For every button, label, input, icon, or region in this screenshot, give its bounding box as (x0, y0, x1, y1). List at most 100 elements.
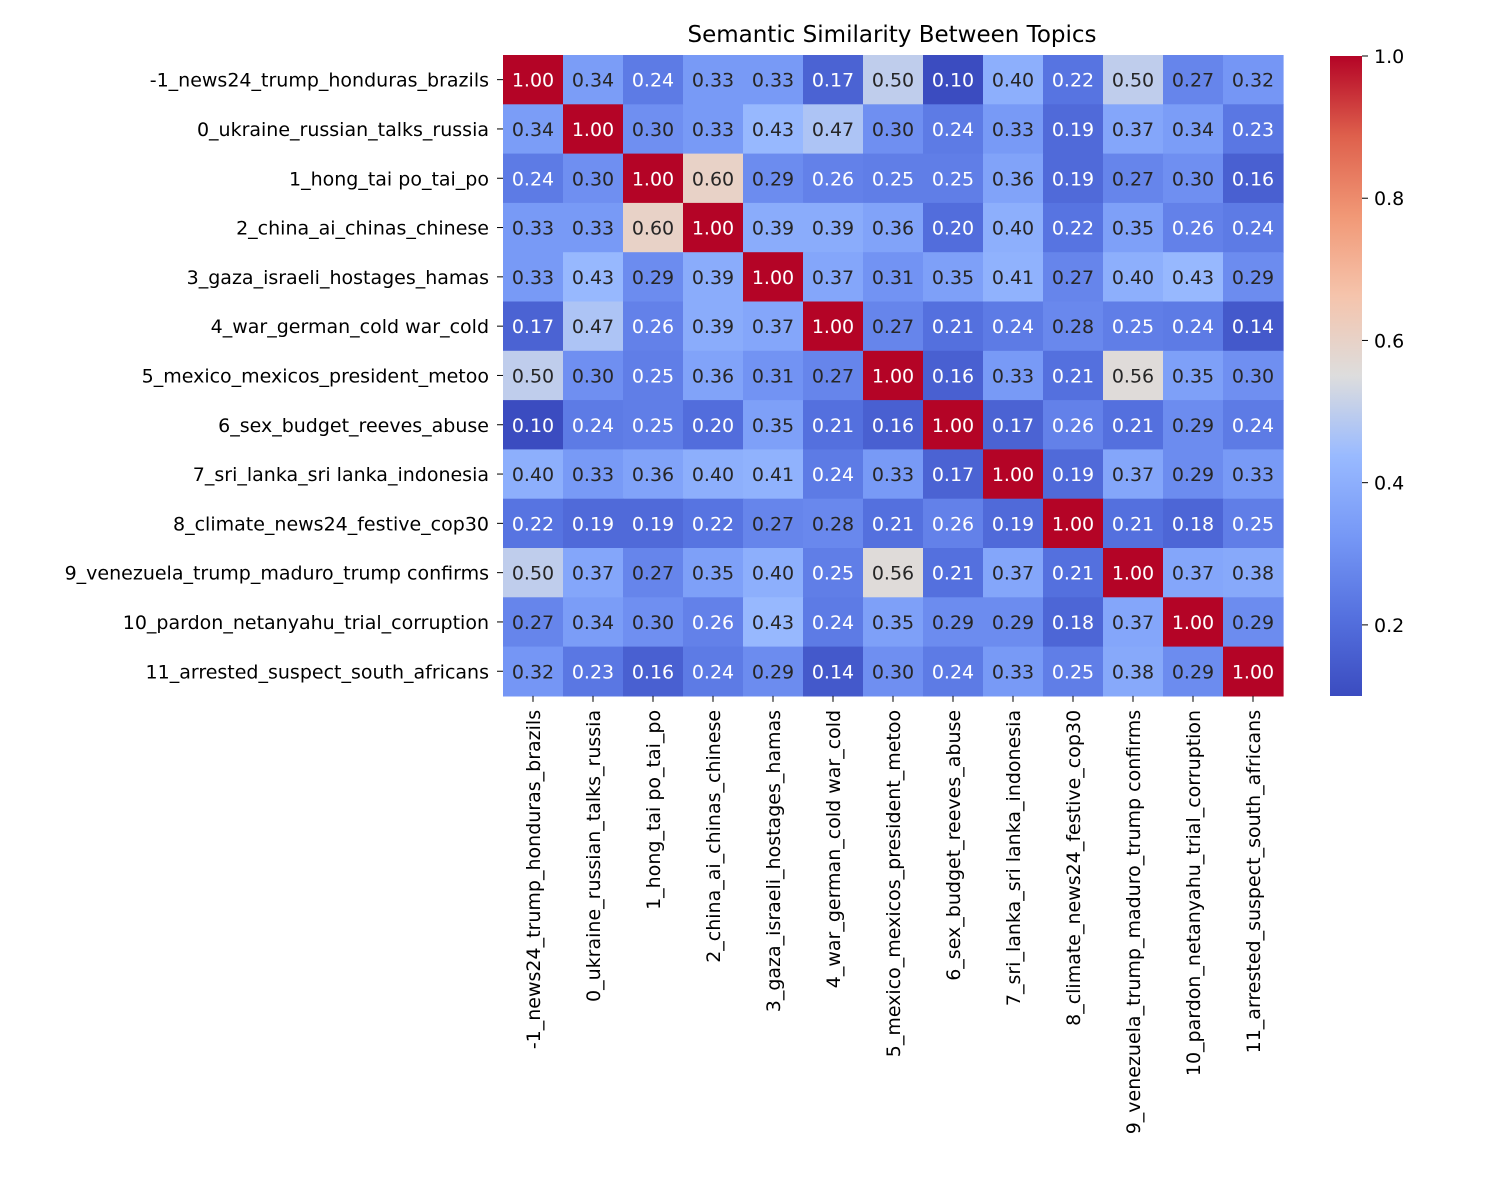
heatmap-cell (1223, 350, 1284, 401)
heatmap-cell (1103, 597, 1164, 648)
cell-value-label: 0.26 (932, 513, 974, 535)
cell-value-label: 0.35 (752, 415, 794, 437)
cell-value-label: 0.21 (872, 513, 914, 535)
heatmap-cell (743, 597, 804, 648)
cell-value-label: 0.24 (932, 661, 974, 683)
heatmap-cell (683, 202, 744, 253)
heatmap-cell (683, 646, 744, 697)
heatmap-cell (983, 449, 1044, 500)
cell-value-label: 0.35 (872, 612, 914, 634)
cell-value-label: 0.23 (572, 661, 614, 683)
cell-value-label: 0.29 (632, 267, 674, 289)
colorbar-tick-label: 0.2 (1374, 615, 1404, 637)
cell-value-label: 0.37 (992, 563, 1034, 585)
cell-value-label: 0.26 (1172, 218, 1214, 240)
cell-value-label: 1.00 (1112, 563, 1154, 585)
cell-value-label: 0.43 (1172, 267, 1214, 289)
cell-value-label: 0.37 (572, 563, 614, 585)
cell-value-label: 0.38 (1232, 563, 1274, 585)
y-tick-label: 10_pardon_netanyahu_trial_corruption (123, 612, 489, 634)
heatmap-cell (563, 597, 624, 648)
heatmap-cell (1163, 597, 1224, 648)
heatmap-cell (1163, 55, 1224, 105)
x-tick-label: 10_pardon_netanyahu_trial_corruption (1183, 710, 1205, 1076)
cell-value-label: 0.18 (1052, 612, 1094, 634)
cell-value-label: 0.33 (1232, 464, 1274, 486)
cell-value-label: 0.29 (1232, 267, 1274, 289)
x-tick-label: 8_climate_news24_festive_cop30 (1063, 710, 1085, 1026)
heatmap-cell (863, 301, 924, 352)
cell-value-label: 0.25 (872, 168, 914, 190)
cell-value-label: 0.37 (812, 267, 854, 289)
cell-value-label: 0.31 (752, 365, 794, 387)
cell-value-label: 0.39 (752, 218, 794, 240)
cell-value-label: 0.36 (992, 168, 1034, 190)
heatmap-cell (743, 55, 804, 105)
heatmap-cell (983, 498, 1044, 549)
heatmap-cell (623, 55, 684, 105)
heatmap-cell (503, 252, 564, 303)
heatmap-cell (1103, 153, 1164, 204)
cell-value-label: 0.29 (1232, 612, 1274, 634)
cell-value-label: 0.24 (1172, 316, 1214, 338)
heatmap-cell (1043, 350, 1104, 401)
heatmap-cell (863, 548, 924, 598)
cell-value-label: 0.34 (572, 612, 614, 634)
heatmap-cell (983, 548, 1044, 598)
colorbar-tick-label: 1.0 (1374, 46, 1404, 68)
heatmap-cell (623, 252, 684, 303)
cell-value-label: 0.37 (1172, 563, 1214, 585)
heatmap-cell (923, 153, 984, 204)
heatmap-cell (1223, 449, 1284, 500)
heatmap-cell (803, 55, 864, 105)
cell-value-label: 0.29 (752, 168, 794, 190)
heatmap-cell (683, 548, 744, 598)
cell-value-label: 0.30 (872, 661, 914, 683)
cell-value-label: 0.14 (1232, 316, 1274, 338)
heatmap-cell (683, 449, 744, 500)
cell-value-label: 0.22 (1052, 70, 1094, 92)
heatmap-cell (683, 498, 744, 549)
heatmap-cell (1223, 301, 1284, 352)
cell-value-label: 0.43 (572, 267, 614, 289)
heatmap-cell (1043, 548, 1104, 598)
cell-value-label: 0.21 (1112, 415, 1154, 437)
cell-value-label: 0.19 (1052, 464, 1094, 486)
heatmap-cell (803, 153, 864, 204)
cell-value-label: 0.10 (512, 415, 554, 437)
cell-value-label: 1.00 (1232, 661, 1274, 683)
heatmap-cell (803, 252, 864, 303)
heatmap-cell (563, 153, 624, 204)
cell-value-label: 0.37 (1112, 464, 1154, 486)
heatmap-cell (683, 597, 744, 648)
heatmap-cell (923, 350, 984, 401)
x-tick-label: 2_china_ai_chinas_chinese (703, 710, 725, 963)
cell-value-label: 1.00 (872, 365, 914, 387)
x-tick-label: 7_sri_lanka_sri lanka_indonesia (1003, 710, 1025, 1006)
y-tick-label: 1_hong_tai po_tai_po (289, 168, 489, 190)
y-tick-label: 7_sri_lanka_sri lanka_indonesia (193, 464, 489, 486)
heatmap-cell (1043, 400, 1104, 450)
cell-value-label: 0.17 (512, 316, 554, 338)
y-tick-label: 3_gaza_israeli_hostages_hamas (187, 267, 489, 289)
cell-value-label: 0.34 (572, 70, 614, 92)
cell-value-label: 0.19 (572, 513, 614, 535)
heatmap-cell (623, 597, 684, 648)
cell-value-label: 0.21 (932, 316, 974, 338)
cell-value-label: 0.35 (1172, 365, 1214, 387)
heatmap-cell (863, 202, 924, 253)
heatmap-cell (563, 498, 624, 549)
cell-value-label: 0.39 (692, 267, 734, 289)
heatmap-cell (803, 202, 864, 253)
heatmap-cell (503, 400, 564, 450)
heatmap-cell (563, 202, 624, 253)
cell-value-label: 0.29 (752, 661, 794, 683)
heatmap-cell (503, 301, 564, 352)
cell-value-label: 1.00 (692, 218, 734, 240)
cell-value-label: 0.24 (1232, 415, 1274, 437)
heatmap-cell (743, 252, 804, 303)
y-tick-label: 6_sex_budget_reeves_abuse (218, 415, 489, 437)
cell-value-label: 0.27 (1112, 168, 1154, 190)
heatmap-cell (683, 301, 744, 352)
cell-value-label: 0.24 (512, 168, 554, 190)
